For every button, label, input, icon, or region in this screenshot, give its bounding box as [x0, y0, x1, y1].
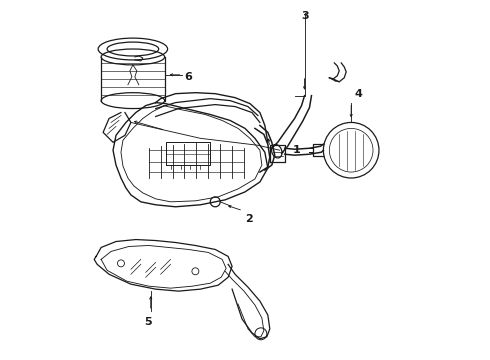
Text: 1: 1 [293, 145, 300, 155]
Text: 4: 4 [354, 89, 362, 99]
Text: 3: 3 [301, 11, 309, 21]
Text: 6: 6 [184, 72, 193, 82]
Text: 5: 5 [144, 317, 151, 327]
Text: 2: 2 [245, 214, 253, 224]
